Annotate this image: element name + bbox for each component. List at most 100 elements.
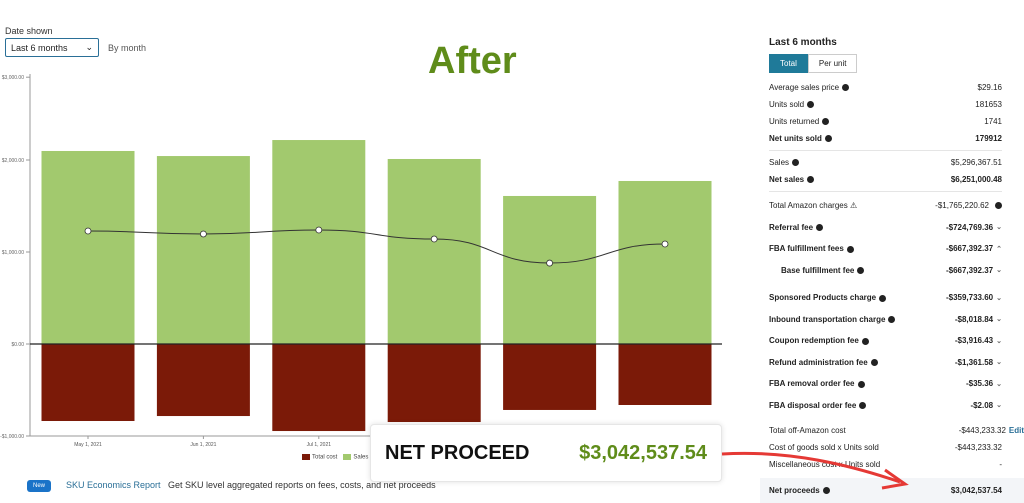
info-icon[interactable] <box>857 267 865 275</box>
row-label: Net proceeds <box>769 486 830 495</box>
panel-row: Sales $5,296,367.51 <box>760 154 1024 171</box>
net-point <box>199 230 207 238</box>
summary-panel: Last 6 months Total Per unit Average sal… <box>760 30 1024 503</box>
chevron-down-icon[interactable]: ⌄ <box>996 224 1002 232</box>
row-label-text: Coupon redemption fee <box>769 336 859 346</box>
edit-link[interactable]: Edit <box>1008 426 1024 435</box>
panel-row: Miscellaneous cost x Units sold - <box>760 456 1024 473</box>
info-icon[interactable] <box>792 159 800 167</box>
panel-row: Net units sold 179912 <box>760 130 1024 147</box>
panel-row[interactable]: Inbound transportation charge -$8,018.84 ⌄ <box>760 309 1024 331</box>
total-cost-bar <box>387 344 481 423</box>
y-tick-label: -$1,000.00 <box>0 434 24 440</box>
row-label: Miscellaneous cost x Units sold <box>769 460 880 469</box>
row-value-text: $5,296,367.51 <box>950 158 1002 167</box>
panel-row[interactable]: Base fulfillment fee -$667,392.37 ⌄ <box>760 260 1024 282</box>
tab-per-unit[interactable]: Per unit <box>807 54 858 73</box>
panel-row[interactable]: Refund administration fee -$1,361.58 ⌄ <box>760 352 1024 374</box>
info-icon[interactable] <box>842 84 850 92</box>
info-icon[interactable] <box>859 402 867 410</box>
row-value: -$667,392.37 ⌃ <box>946 244 1002 253</box>
row-value: -$443,233.32 Edit <box>959 426 1024 435</box>
sales-bar <box>503 195 597 344</box>
sku-economics-report-link[interactable]: SKU Economics Report <box>66 480 161 490</box>
sales-bar <box>156 156 250 344</box>
panel-row: Units returned 1741 <box>760 113 1024 130</box>
panel-row[interactable]: FBA disposal order fee -$2.08 ⌄ <box>760 395 1024 417</box>
info-icon[interactable] <box>824 135 832 143</box>
chevron-down-icon[interactable]: ⌄ <box>996 337 1002 345</box>
date-range-value: Last 6 months <box>11 42 68 53</box>
row-label-text: Net proceeds <box>769 486 820 495</box>
row-value: -$35.36 ⌄ <box>966 379 1002 388</box>
row-label: FBA disposal order fee <box>769 400 867 410</box>
chevron-down-icon[interactable]: ⌄ <box>996 402 1002 410</box>
info-icon[interactable] <box>807 101 815 109</box>
chevron-up-icon[interactable]: ⌃ <box>996 245 1002 253</box>
panel-row: Cost of goods sold x Units sold -$443,233… <box>760 439 1024 456</box>
row-value-text: 181653 <box>975 100 1002 109</box>
net-point <box>661 240 669 248</box>
row-label: Units sold <box>769 100 815 109</box>
info-icon[interactable] <box>888 316 896 324</box>
panel-row: Units sold 181653 <box>760 96 1024 113</box>
row-label-text: FBA disposal order fee <box>769 400 857 410</box>
info-icon[interactable] <box>846 245 854 253</box>
panel-row[interactable]: Referral fee -$724,769.36 ⌄ <box>760 217 1024 239</box>
info-icon[interactable] <box>822 487 830 495</box>
chevron-down-icon[interactable]: ⌄ <box>996 294 1002 302</box>
chevron-down-icon[interactable]: ⌄ <box>996 380 1002 388</box>
row-label-text: FBA removal order fee <box>769 379 855 389</box>
row-label: FBA fulfillment fees <box>769 244 854 253</box>
row-label: Cost of goods sold x Units sold <box>769 443 879 452</box>
row-value-text: -$35.36 <box>965 379 994 389</box>
row-value-text: -$724,769.36 <box>945 222 994 232</box>
after-title: After <box>428 40 517 82</box>
info-icon[interactable] <box>861 337 869 345</box>
chart-legend: Total cost Sales <box>302 454 368 461</box>
panel-row[interactable]: Coupon redemption fee -$3,916.43 ⌄ <box>760 330 1024 352</box>
row-label: Total Amazon charges ⚠ <box>769 201 857 210</box>
net-point <box>315 226 323 234</box>
chevron-down-icon[interactable]: ⌄ <box>996 316 1002 324</box>
info-icon[interactable] <box>807 176 815 184</box>
tab-total[interactable]: Total <box>769 54 808 73</box>
row-value: 181653 <box>975 100 1002 109</box>
row-value: - <box>999 460 1002 469</box>
row-label-text: Total Amazon charges <box>769 201 848 211</box>
info-icon[interactable] <box>816 224 824 232</box>
row-value-text: $29.16 <box>977 83 1002 92</box>
panel-row[interactable]: FBA fulfillment fees -$667,392.37 ⌃ <box>760 238 1024 260</box>
row-label-text: Total off-Amazon cost <box>769 426 846 435</box>
panel-row: Average sales price $29.16 <box>760 79 1024 96</box>
row-value: -$1,361.58 ⌄ <box>955 358 1002 367</box>
sales-cost-chart: $3,000.00 $2,000.00 $1,000.00 $0.00 -$1,000.… <box>0 74 722 448</box>
row-label-text: Base fulfillment fee <box>781 265 855 275</box>
panel-row[interactable]: FBA removal order fee -$35.36 ⌄ <box>760 373 1024 395</box>
info-icon[interactable] <box>870 359 878 367</box>
info-icon[interactable] <box>857 380 865 388</box>
info-icon[interactable] <box>822 118 830 126</box>
row-label-text: Miscellaneous cost x Units sold <box>769 460 881 469</box>
row-label: Coupon redemption fee <box>769 336 869 345</box>
chevron-down-icon[interactable]: ⌄ <box>996 267 1002 275</box>
chevron-down-icon: ⌄ <box>85 42 93 52</box>
row-label: Inbound transportation charge <box>769 315 896 324</box>
row-value-text: -$443,233.32 <box>954 443 1002 452</box>
chevron-down-icon[interactable]: ⌄ <box>996 359 1002 367</box>
panel-row: Net proceeds $3,042,537.54 <box>760 478 1024 503</box>
row-value-text: -$2.08 <box>970 400 994 410</box>
row-label-text: Sales <box>769 158 790 167</box>
help-icon[interactable] <box>995 202 1002 210</box>
panel-row[interactable]: Sponsored Products charge -$359,733.60 ⌄ <box>760 287 1024 309</box>
date-range-select[interactable]: Last 6 months ⌄ <box>5 38 99 57</box>
granularity-label: By month <box>108 43 147 53</box>
callout-label: NET PROCEED <box>385 441 530 464</box>
info-icon[interactable] <box>879 294 887 302</box>
sales-bar <box>387 158 481 344</box>
row-value-text: -$359,733.60 <box>945 293 994 303</box>
row-label: Net sales <box>769 175 815 184</box>
sales-bar <box>272 140 366 344</box>
row-value: -$1,765,220.62 <box>935 201 1002 210</box>
y-tick-label: $2,000.00 <box>2 158 24 164</box>
